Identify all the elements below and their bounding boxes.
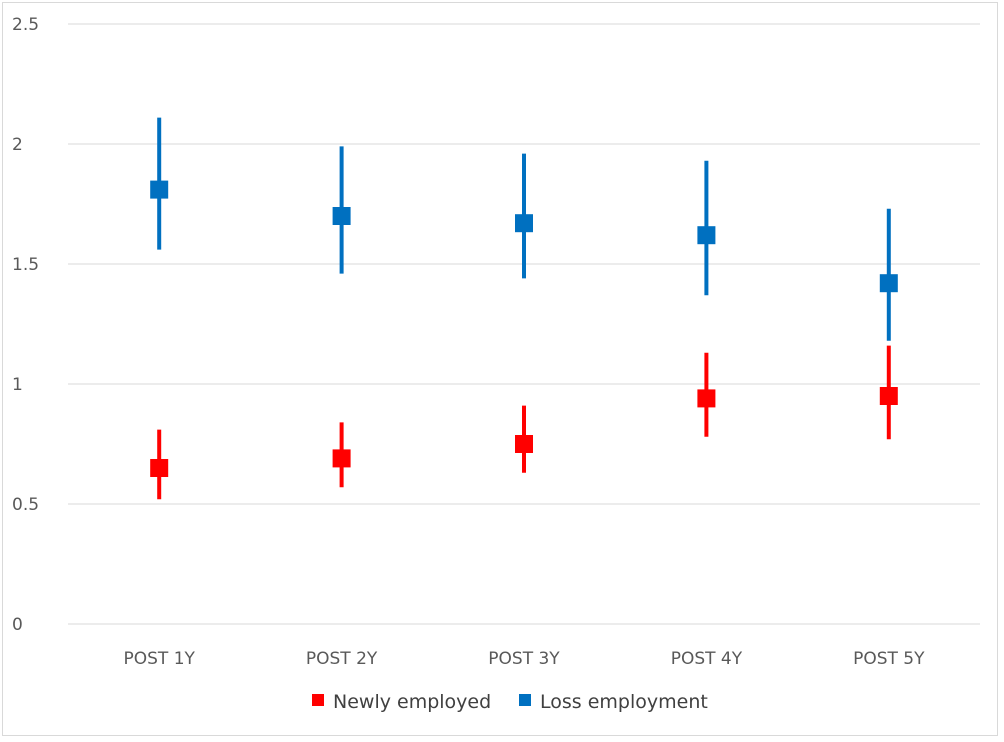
x-tick-label: POST 4Y xyxy=(671,649,743,669)
legend-label-newly-employed: Newly employed xyxy=(333,691,491,713)
data-point xyxy=(515,214,533,233)
y-tick-label: 0 xyxy=(12,615,23,635)
y-tick-label: 1 xyxy=(12,375,23,395)
legend-swatch-loss-employment xyxy=(519,694,531,706)
data-point xyxy=(332,449,351,468)
y-tick-label: 0.5 xyxy=(12,495,39,515)
y-axis-ticks: 0 0.5 1 1.5 2 2.5 xyxy=(12,15,39,635)
x-tick-label: POST 3Y xyxy=(488,649,560,669)
data-point xyxy=(150,180,169,199)
data-point xyxy=(697,226,716,245)
data-point xyxy=(332,207,351,225)
x-tick-label: POST 1Y xyxy=(123,649,195,669)
x-tick-label: POST 5Y xyxy=(853,649,925,669)
legend-swatch-newly-employed xyxy=(312,694,324,706)
x-tick-label: POST 2Y xyxy=(306,649,378,669)
data-point xyxy=(879,387,898,405)
data-point xyxy=(879,274,898,293)
legend: Newly employed Loss employment xyxy=(312,691,708,713)
y-tick-label: 1.5 xyxy=(12,255,39,275)
legend-label-loss-employment: Loss employment xyxy=(540,691,708,713)
y-tick-label: 2 xyxy=(12,135,23,155)
series-newly-employed xyxy=(150,345,898,500)
series-loss-employment xyxy=(150,117,898,341)
x-axis-ticks: POST 1Y POST 2Y POST 3Y POST 4Y POST 5Y xyxy=(123,649,925,669)
gridlines xyxy=(68,23,980,625)
y-tick-label: 2.5 xyxy=(12,15,39,35)
data-point xyxy=(150,459,169,477)
data-series xyxy=(150,117,898,500)
data-point xyxy=(697,389,716,408)
data-point xyxy=(515,435,533,453)
